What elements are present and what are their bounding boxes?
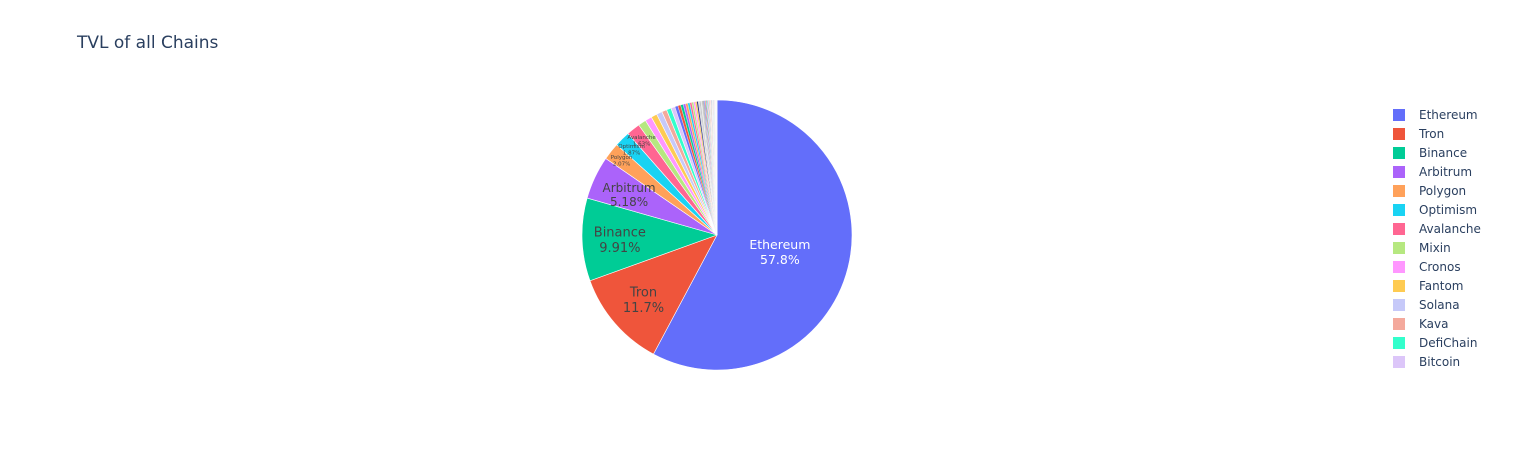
legend-label: Mixin (1419, 240, 1451, 255)
legend-swatch (1393, 336, 1405, 349)
slice-label-percent: 1.63% (633, 142, 650, 148)
legend-label: Kava (1419, 316, 1449, 331)
legend-swatch (1393, 260, 1405, 273)
legend-swatch (1393, 355, 1405, 368)
slice-label-name: Optimism (618, 144, 645, 150)
legend-swatch (1393, 146, 1405, 159)
slice-label-name: Binance (594, 225, 646, 240)
pie-slice-binance[interactable] (581, 197, 718, 282)
slice-label-percent: 5.18% (610, 195, 648, 209)
legend-item-solana[interactable]: Solana (1393, 295, 1481, 314)
legend-swatch (1393, 222, 1405, 235)
legend-label: DefiChain (1419, 335, 1478, 350)
slice-label-percent: 11.7% (623, 301, 664, 316)
legend-item-fantom[interactable]: Fantom (1393, 276, 1481, 295)
legend-swatch (1393, 127, 1405, 140)
legend-label: Avalanche (1419, 221, 1481, 236)
slice-label-percent: 57.8% (760, 252, 800, 267)
slice-label-name: Polygon (611, 155, 633, 161)
legend-swatch (1393, 241, 1405, 254)
slice-label-name: Tron (629, 286, 657, 301)
legend-label: Solana (1419, 297, 1460, 312)
legend-item-polygon[interactable]: Polygon (1393, 181, 1481, 200)
slice-label-name: Avalanche (627, 135, 656, 141)
legend-label: Binance (1419, 145, 1468, 160)
legend-item-avalanche[interactable]: Avalanche (1393, 219, 1481, 238)
legend: Ethereum Tron Binance Arbitrum Polygon Optimi… (1393, 105, 1481, 371)
pie-slices (581, 99, 853, 371)
legend-label: Ethereum (1419, 107, 1478, 122)
slice-label-percent: 1.87% (623, 150, 640, 156)
legend-item-mixin[interactable]: Mixin (1393, 238, 1481, 257)
legend-label: Optimism (1419, 202, 1478, 217)
slice-label-percent: 2.07% (613, 162, 630, 168)
legend-swatch (1393, 317, 1405, 330)
legend-label: Fantom (1419, 278, 1464, 293)
slice-label-name: Arbitrum (603, 181, 656, 195)
legend-label: Bitcoin (1419, 354, 1461, 369)
legend-item-binance[interactable]: Binance (1393, 143, 1481, 162)
legend-swatch (1393, 279, 1405, 292)
legend-swatch (1393, 184, 1405, 197)
legend-swatch (1393, 108, 1405, 121)
legend-label: Arbitrum (1419, 164, 1473, 179)
slice-label-percent: 9.91% (599, 241, 640, 256)
legend-item-cronos[interactable]: Cronos (1393, 257, 1481, 276)
chart-title: TVL of all Chains (77, 33, 219, 53)
legend-swatch (1393, 298, 1405, 311)
legend-item-bitcoin[interactable]: Bitcoin (1393, 352, 1481, 371)
legend-swatch (1393, 165, 1405, 178)
legend-swatch (1393, 203, 1405, 216)
slice-label-name: Ethereum (749, 237, 810, 252)
pie-slice-tron[interactable] (589, 234, 718, 355)
legend-label: Cronos (1419, 259, 1461, 274)
legend-label: Polygon (1419, 183, 1467, 198)
legend-item-arbitrum[interactable]: Arbitrum (1393, 162, 1481, 181)
legend-item-ethereum[interactable]: Ethereum (1393, 105, 1481, 124)
pie-slice-ethereum[interactable] (653, 99, 853, 371)
legend-item-optimism[interactable]: Optimism (1393, 200, 1481, 219)
legend-item-defichain[interactable]: DefiChain (1393, 333, 1481, 352)
legend-item-tron[interactable]: Tron (1393, 124, 1481, 143)
legend-label: Tron (1419, 126, 1445, 141)
legend-item-kava[interactable]: Kava (1393, 314, 1481, 333)
